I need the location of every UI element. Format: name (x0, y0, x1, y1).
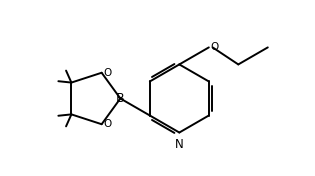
Text: N: N (175, 138, 184, 151)
Text: O: O (210, 42, 219, 52)
Text: O: O (103, 68, 112, 78)
Text: O: O (103, 119, 112, 129)
Text: B: B (116, 92, 125, 105)
